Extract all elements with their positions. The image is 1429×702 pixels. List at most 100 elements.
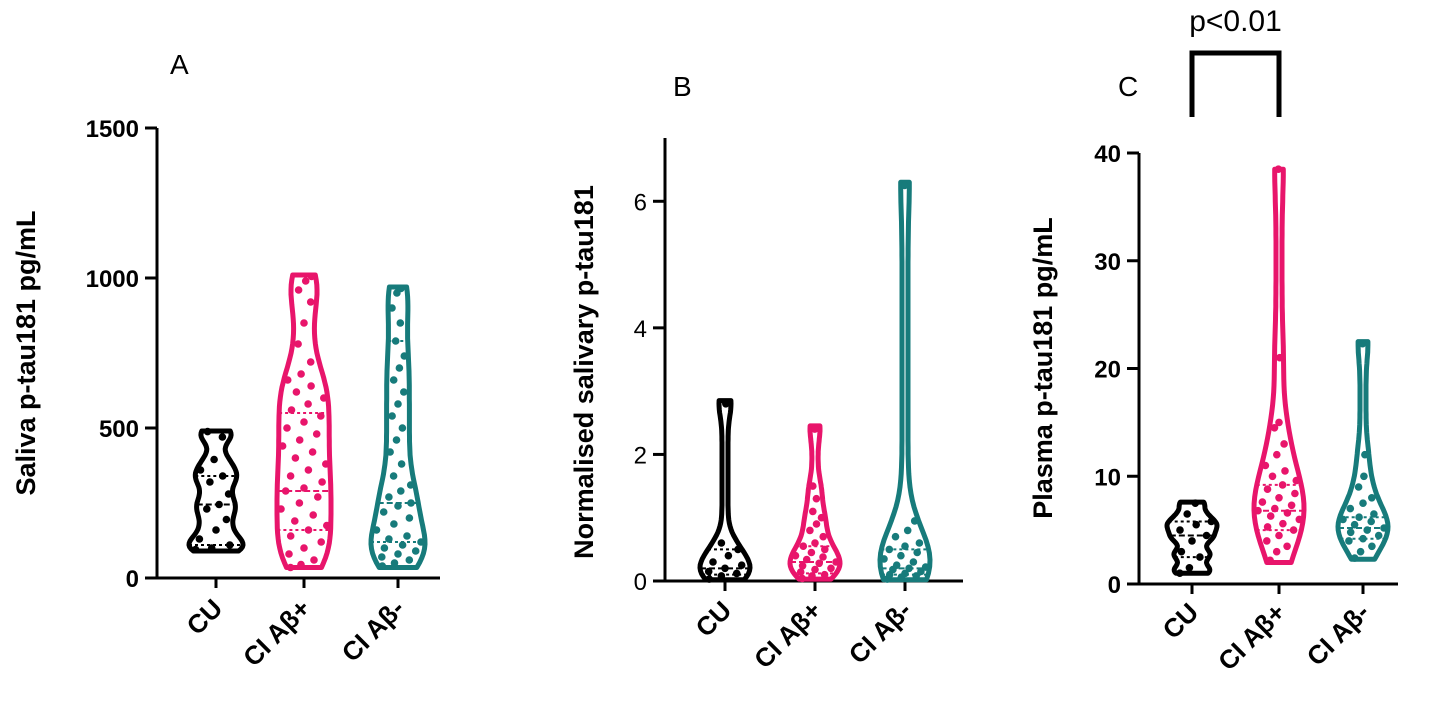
data-point <box>722 400 730 408</box>
data-point <box>405 514 414 522</box>
data-point <box>1339 515 1347 524</box>
data-point <box>1292 476 1301 485</box>
data-point <box>1254 506 1262 515</box>
data-point <box>309 511 318 519</box>
data-point <box>278 442 287 450</box>
data-point <box>314 493 322 501</box>
y-tick-label: 40 <box>1094 141 1121 168</box>
data-point <box>203 505 211 513</box>
data-point <box>903 526 912 535</box>
data-point <box>286 563 295 572</box>
data-point <box>287 406 296 414</box>
data-point <box>292 388 301 396</box>
y-tick-label: 1500 <box>86 116 139 143</box>
significance-label: p<0.01 <box>1189 5 1282 38</box>
data-point <box>705 575 713 583</box>
data-point <box>704 567 713 576</box>
data-point <box>203 427 212 436</box>
data-point <box>1279 519 1287 528</box>
data-point <box>1274 165 1283 173</box>
data-point <box>1266 512 1275 520</box>
data-point <box>807 548 816 557</box>
data-point <box>1185 564 1194 572</box>
data-point <box>1355 513 1363 521</box>
data-point <box>286 472 295 480</box>
panel-letter: B <box>673 71 692 102</box>
x-tick-label: CI Aβ- <box>336 593 411 668</box>
data-point <box>1289 526 1298 534</box>
data-point <box>394 550 402 558</box>
violin-outline <box>1164 499 1220 576</box>
data-point <box>724 551 733 560</box>
data-point <box>1354 483 1363 491</box>
data-point <box>207 544 216 552</box>
data-point <box>1350 554 1359 562</box>
x-tick-label: CU <box>689 595 737 643</box>
violin-outline <box>877 179 933 583</box>
panel-letter: C <box>1118 71 1138 102</box>
data-point <box>372 526 381 534</box>
data-point <box>815 559 823 568</box>
data-point <box>1280 440 1288 448</box>
data-point <box>1287 501 1296 510</box>
data-point <box>1258 498 1267 506</box>
data-point <box>1207 517 1216 526</box>
data-point <box>1276 353 1284 362</box>
data-point <box>397 487 405 495</box>
data-point <box>396 319 405 327</box>
data-point <box>1191 499 1200 508</box>
data-point <box>392 436 401 444</box>
violin-outline <box>274 272 334 570</box>
data-point <box>910 517 919 525</box>
data-point <box>892 561 901 569</box>
data-point <box>390 559 399 567</box>
data-point <box>224 490 233 498</box>
y-tick-label: 0 <box>126 566 139 593</box>
data-point <box>817 513 826 522</box>
data-point <box>379 508 388 516</box>
data-point <box>304 400 312 408</box>
y-axis-label: Saliva p-tau181 pg/mL <box>11 210 41 495</box>
data-point <box>1291 489 1299 498</box>
data-point <box>732 569 741 578</box>
data-point <box>283 424 291 432</box>
y-tick-label: 0 <box>1108 572 1121 599</box>
data-point <box>832 558 840 566</box>
data-point <box>385 493 393 501</box>
data-point <box>721 564 729 573</box>
data-point <box>378 553 386 561</box>
data-point <box>897 551 905 560</box>
data-point <box>297 370 305 378</box>
data-point <box>1263 537 1271 545</box>
data-point <box>226 541 234 549</box>
data-point <box>1176 569 1184 577</box>
data-point <box>1275 494 1283 502</box>
data-point <box>277 505 285 513</box>
data-point <box>405 556 414 564</box>
data-point <box>286 532 295 540</box>
data-point <box>1283 542 1291 551</box>
data-point <box>901 542 909 550</box>
data-point <box>1278 481 1287 489</box>
data-point <box>717 572 726 580</box>
panel-letter: A <box>170 49 189 80</box>
data-point <box>812 494 821 503</box>
y-tick-label: 2 <box>634 442 647 469</box>
data-point <box>880 555 888 563</box>
data-point <box>394 400 402 408</box>
data-point <box>915 539 924 547</box>
data-point <box>905 564 913 573</box>
data-point <box>388 412 396 420</box>
data-point <box>1192 520 1200 529</box>
data-point <box>400 352 409 360</box>
data-point <box>1196 553 1204 561</box>
data-point <box>400 388 408 396</box>
data-point <box>1350 520 1359 529</box>
data-point <box>891 532 900 541</box>
data-point <box>397 460 406 468</box>
data-point <box>222 515 231 524</box>
data-point <box>913 548 921 557</box>
data-point <box>737 561 746 569</box>
data-point <box>808 572 816 580</box>
